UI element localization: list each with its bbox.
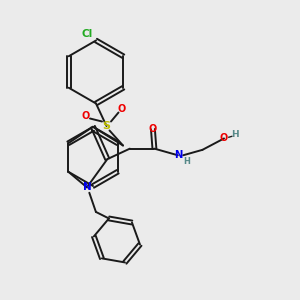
Text: N: N xyxy=(82,182,91,192)
Text: O: O xyxy=(149,124,157,134)
Text: O: O xyxy=(81,110,90,121)
Text: O: O xyxy=(117,104,126,115)
Text: Cl: Cl xyxy=(82,29,93,39)
Text: S: S xyxy=(103,121,110,131)
Text: O: O xyxy=(220,134,228,143)
Text: H: H xyxy=(183,157,190,166)
Text: N: N xyxy=(174,150,182,160)
Text: H: H xyxy=(232,130,239,139)
